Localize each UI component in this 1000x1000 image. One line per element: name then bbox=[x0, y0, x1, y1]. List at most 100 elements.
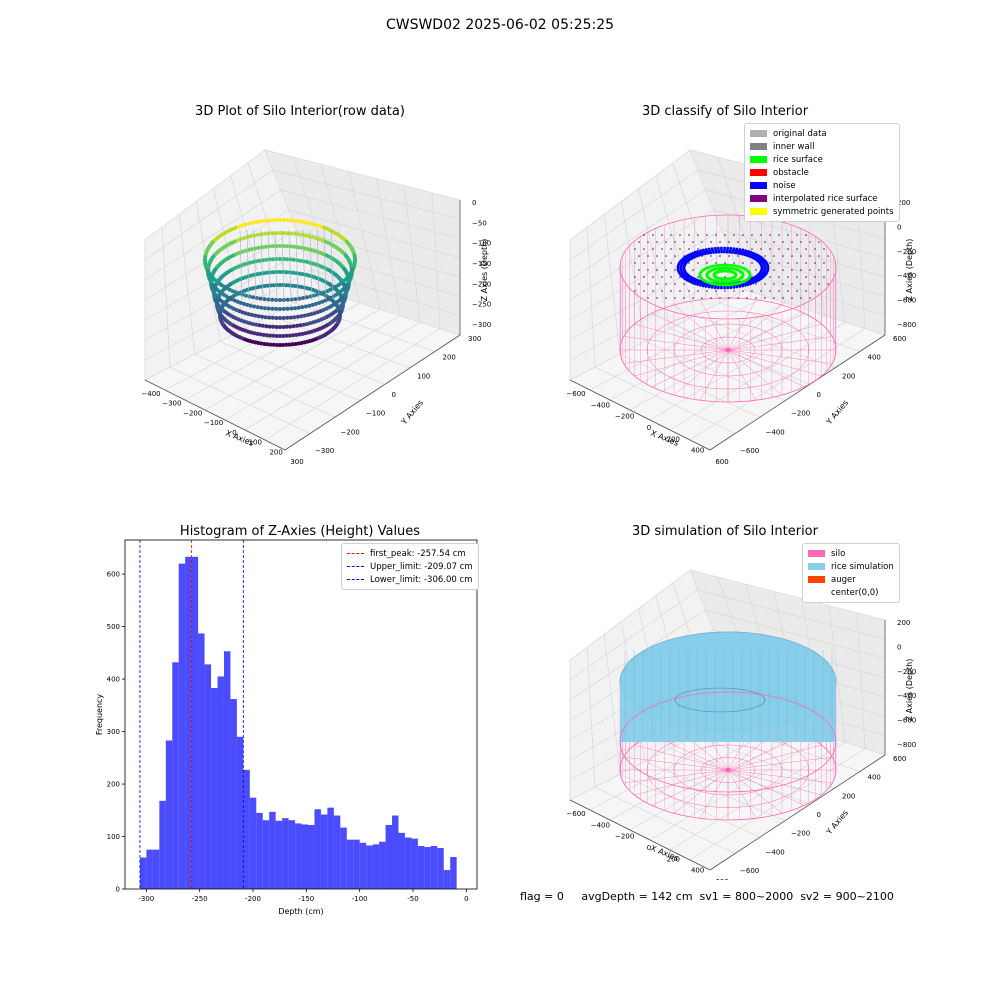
grid-line bbox=[603, 634, 621, 775]
interpolated-point bbox=[742, 262, 744, 264]
inner-strand bbox=[260, 229, 264, 301]
interpolated-point bbox=[737, 241, 739, 243]
y-axis-label: Y Axies bbox=[399, 398, 425, 427]
interpolated-point bbox=[634, 290, 636, 292]
data-point bbox=[307, 234, 312, 239]
interpolated-point bbox=[809, 241, 811, 243]
rice-surface-point bbox=[728, 263, 732, 267]
point-cloud bbox=[203, 218, 357, 347]
histogram-bar bbox=[320, 814, 328, 889]
data-point bbox=[270, 315, 275, 320]
noise-point bbox=[695, 252, 699, 256]
noise-point bbox=[731, 251, 734, 254]
noise-point bbox=[746, 250, 750, 253]
interpolated-point bbox=[728, 297, 730, 299]
data-point bbox=[248, 260, 252, 265]
interpolated-point bbox=[656, 283, 658, 285]
legend-swatch bbox=[750, 182, 767, 189]
grid-line bbox=[586, 647, 596, 788]
interpolated-point bbox=[751, 290, 753, 292]
interpolated-point bbox=[670, 290, 672, 292]
data-point bbox=[293, 218, 298, 223]
noise-point bbox=[714, 250, 718, 254]
data-point bbox=[343, 289, 348, 294]
data-point bbox=[247, 221, 252, 226]
data-point bbox=[291, 333, 296, 338]
inner-strand bbox=[246, 229, 250, 301]
data-point bbox=[235, 299, 240, 304]
interpolated-point bbox=[683, 283, 685, 285]
interpolated-point bbox=[638, 241, 640, 243]
interpolated-point bbox=[715, 234, 717, 236]
data-point bbox=[281, 283, 286, 287]
data-point bbox=[278, 231, 282, 235]
y-tick-label: 400 bbox=[107, 676, 120, 684]
interpolated-point bbox=[665, 297, 667, 299]
legend-entry: interpolated rice surface bbox=[750, 192, 894, 205]
data-point bbox=[291, 270, 296, 275]
interpolated-point bbox=[791, 269, 793, 271]
interpolated-point bbox=[697, 290, 699, 292]
data-point bbox=[251, 220, 256, 225]
y-tick-label: −200 bbox=[791, 830, 810, 838]
grid-line bbox=[161, 227, 171, 368]
interpolated-point bbox=[733, 262, 735, 264]
interpolated-point bbox=[751, 262, 753, 264]
legend-entry: obstacle bbox=[750, 166, 894, 179]
histogram-bar bbox=[256, 812, 263, 889]
legend-entry: rice surface bbox=[750, 153, 894, 166]
rice-surface-point bbox=[748, 272, 752, 276]
interpolated-point bbox=[809, 269, 811, 271]
grid-line bbox=[169, 366, 311, 434]
data-point bbox=[296, 232, 301, 237]
interpolated-point bbox=[805, 234, 807, 236]
data-point bbox=[230, 226, 235, 231]
grid-line bbox=[629, 308, 806, 411]
noise-point bbox=[696, 250, 700, 253]
interpolated-point bbox=[778, 290, 780, 292]
legend-label: first_peak: -257.54 cm bbox=[370, 548, 466, 559]
data-point bbox=[260, 245, 265, 250]
interpolated-point bbox=[724, 262, 726, 264]
data-point bbox=[285, 231, 290, 236]
legend-label: auger bbox=[831, 574, 856, 585]
data-point bbox=[312, 311, 317, 316]
data-point bbox=[270, 244, 275, 249]
data-point bbox=[251, 322, 256, 327]
grid-line bbox=[649, 315, 826, 421]
interpolated-point bbox=[742, 290, 744, 292]
grid-line bbox=[594, 786, 736, 854]
panel4-3d-plot: −600 −400 −200 0 200 400 600 600 400 200 0 −200 −400… bbox=[566, 569, 916, 880]
histogram-bar bbox=[366, 845, 373, 889]
x-tick-label: 200 bbox=[667, 435, 680, 443]
interpolated-point bbox=[737, 297, 739, 299]
z-tick-label: 200 bbox=[897, 619, 910, 627]
histogram-bar bbox=[417, 845, 425, 889]
legend-label: rice simulation bbox=[831, 561, 894, 572]
interpolated-point bbox=[647, 269, 649, 271]
data-point bbox=[274, 270, 279, 274]
rice-surface-point bbox=[711, 264, 714, 268]
axis-line bbox=[709, 334, 886, 451]
interpolated-point bbox=[643, 276, 645, 278]
interpolated-point bbox=[769, 248, 771, 250]
data-point bbox=[308, 294, 313, 299]
panel2-title: 3D classify of Silo Interior bbox=[641, 104, 809, 119]
interpolated-point bbox=[791, 283, 793, 285]
noise-point bbox=[738, 252, 742, 255]
legend-label: silo bbox=[831, 548, 846, 559]
interpolated-point bbox=[773, 283, 775, 285]
grid-line bbox=[586, 227, 596, 368]
interpolated-point bbox=[674, 297, 676, 299]
data-point bbox=[297, 271, 302, 276]
inner-strand bbox=[309, 229, 313, 301]
rice-surface-point bbox=[715, 264, 719, 267]
grid-line bbox=[272, 169, 461, 220]
noise-point bbox=[725, 250, 729, 254]
data-point bbox=[304, 220, 309, 225]
grid-line bbox=[609, 302, 786, 401]
interpolated-point bbox=[787, 262, 789, 264]
data-point bbox=[252, 331, 257, 336]
legend-swatch bbox=[750, 130, 767, 137]
interpolated-point bbox=[782, 283, 784, 285]
